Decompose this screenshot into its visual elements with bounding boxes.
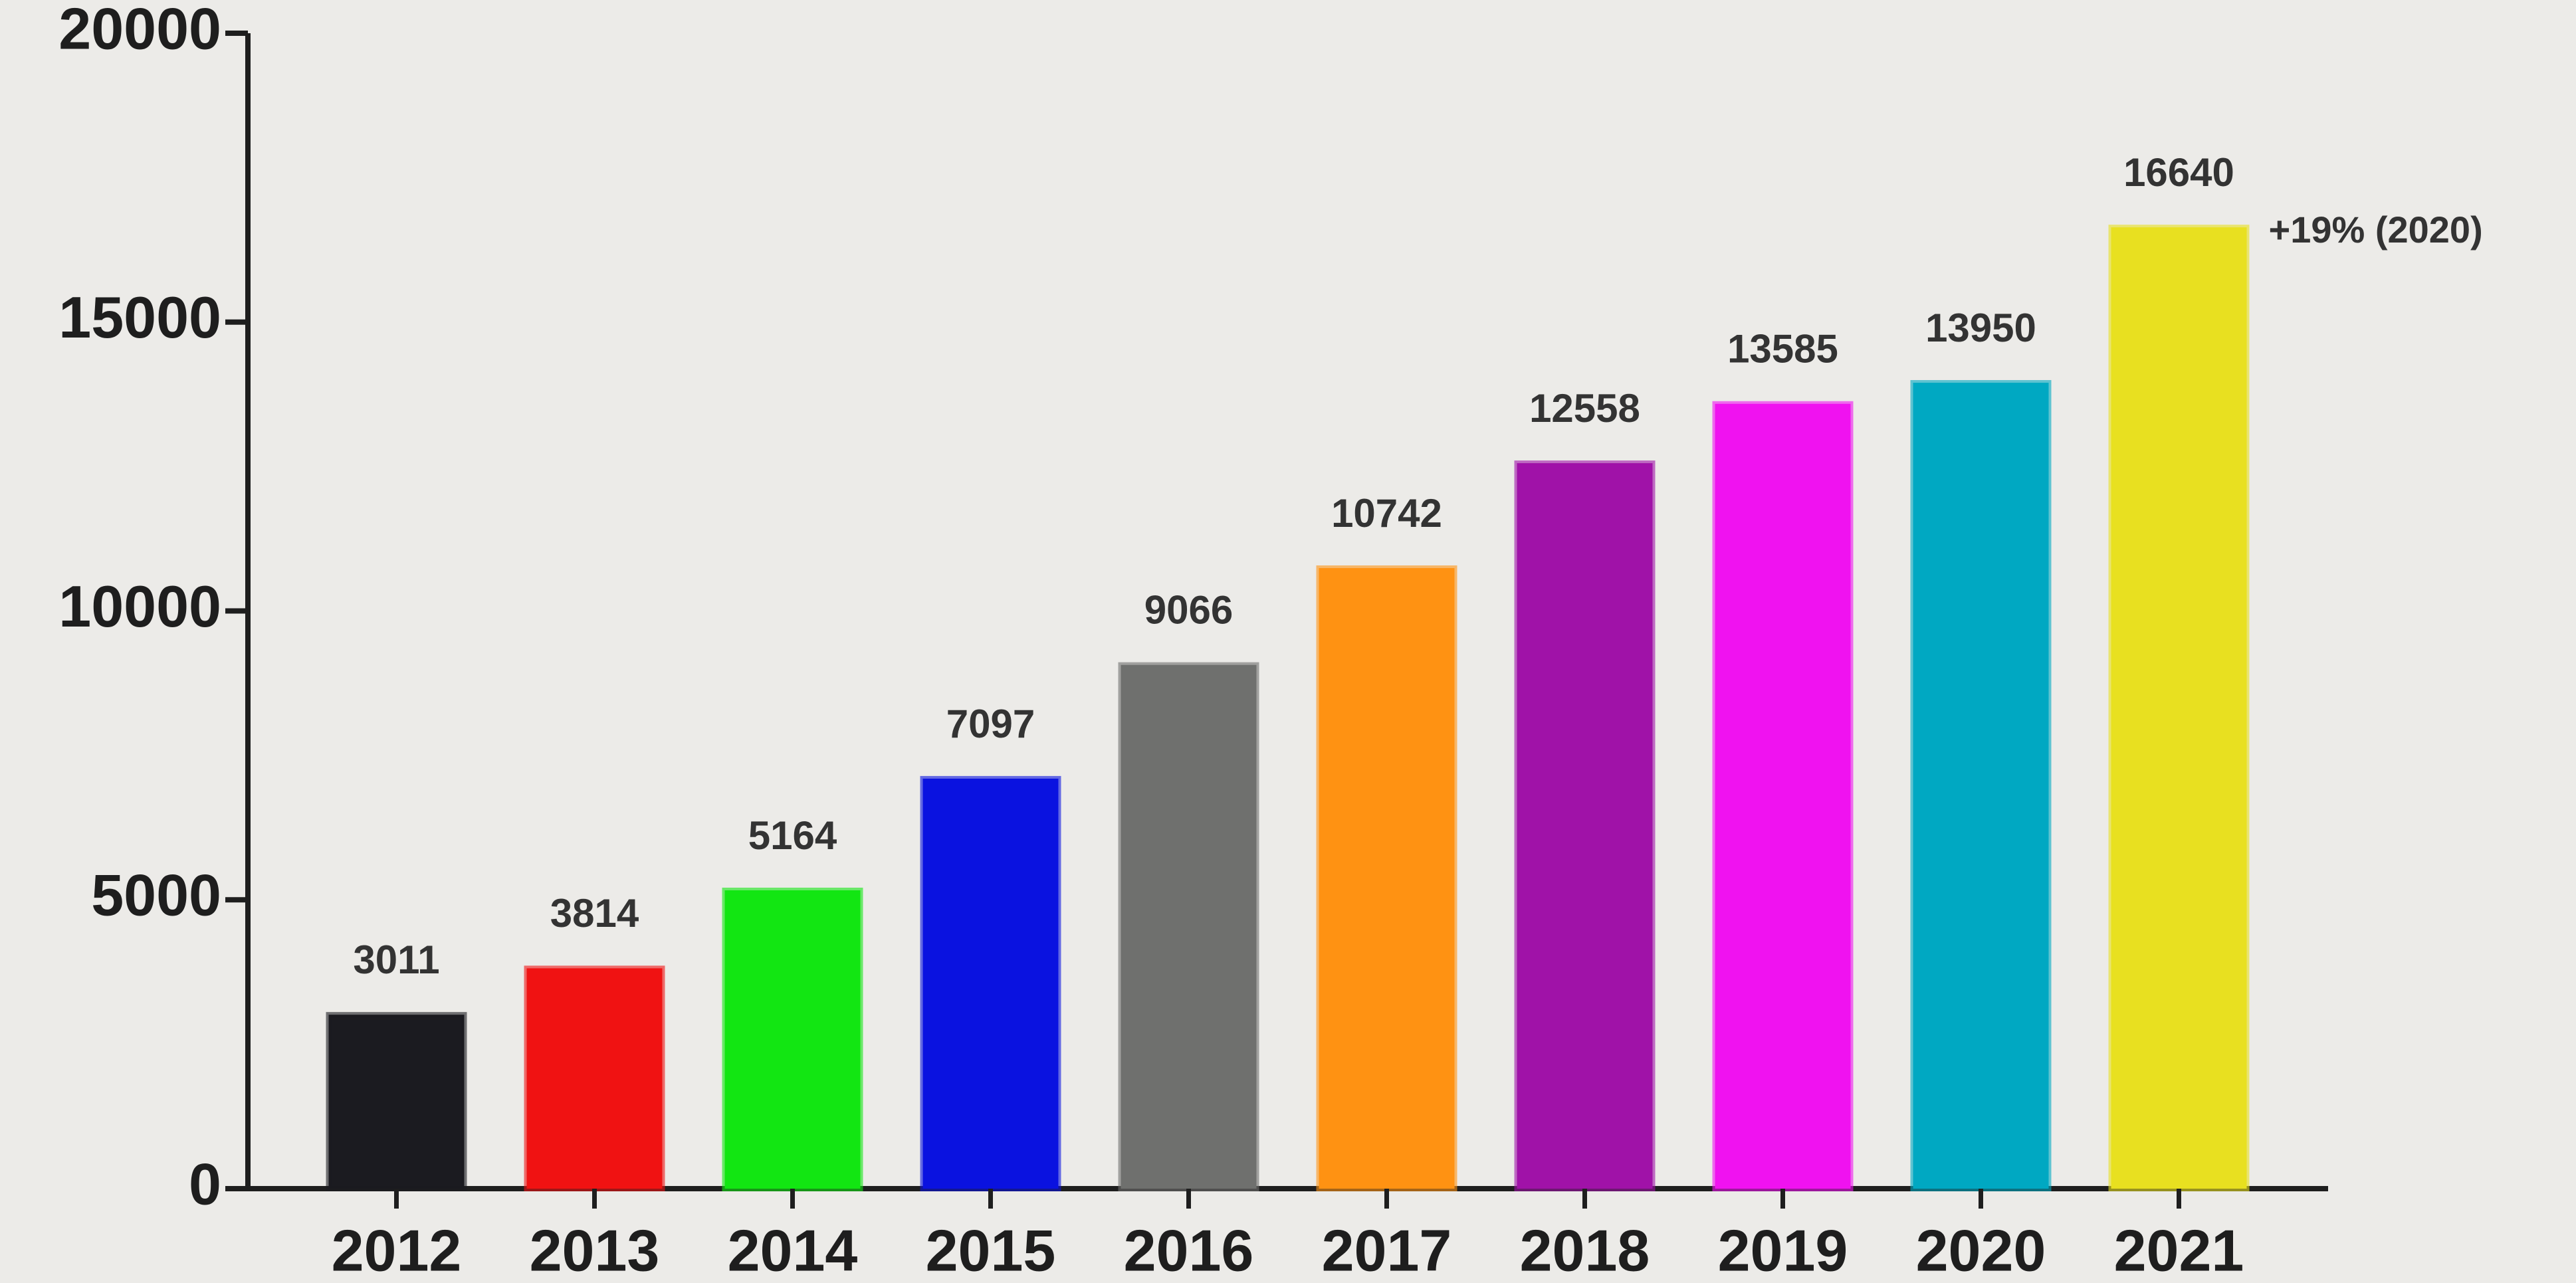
bar <box>1712 401 1854 1191</box>
x-tick-label: 2015 <box>926 1217 1056 1283</box>
value-label: 16640 <box>2123 150 2234 195</box>
x-tick-label: 2014 <box>728 1217 858 1283</box>
bar <box>326 1012 467 1192</box>
annotation: +19% (2020) <box>2269 209 2483 250</box>
y-tick-label: 10000 <box>58 573 221 639</box>
y-tick-label: 5000 <box>91 862 221 928</box>
bar <box>1316 565 1457 1191</box>
x-tick-label: 2013 <box>530 1217 660 1283</box>
x-tick-label: 2016 <box>1124 1217 1254 1283</box>
bar <box>524 965 665 1191</box>
x-tick-label: 2012 <box>332 1217 462 1283</box>
bar <box>2108 225 2250 1192</box>
y-tick-label: 20000 <box>58 0 221 61</box>
y-tick-label: 0 <box>189 1151 221 1217</box>
value-label: 5164 <box>748 813 837 858</box>
value-label: 10742 <box>1331 491 1442 536</box>
x-tick-label: 2020 <box>1916 1217 2046 1283</box>
y-tick-label: 15000 <box>58 284 221 350</box>
bar <box>722 887 863 1192</box>
value-label: 13950 <box>1925 306 2036 350</box>
bar <box>1118 662 1259 1191</box>
value-label: 13585 <box>1727 327 1838 371</box>
value-label: 3011 <box>353 938 439 982</box>
value-label: 12558 <box>1529 386 1640 431</box>
value-label: 3814 <box>550 891 639 936</box>
bar <box>920 775 1061 1192</box>
x-tick-label: 2019 <box>1718 1217 1848 1283</box>
value-label: 9066 <box>1144 588 1233 633</box>
bar <box>1910 380 2052 1191</box>
value-label: 7097 <box>946 702 1035 746</box>
x-tick-label: 2017 <box>1322 1217 1452 1283</box>
bar <box>1514 460 1656 1191</box>
x-tick-label: 2021 <box>2114 1217 2244 1283</box>
x-tick-label: 2018 <box>1520 1217 1650 1283</box>
